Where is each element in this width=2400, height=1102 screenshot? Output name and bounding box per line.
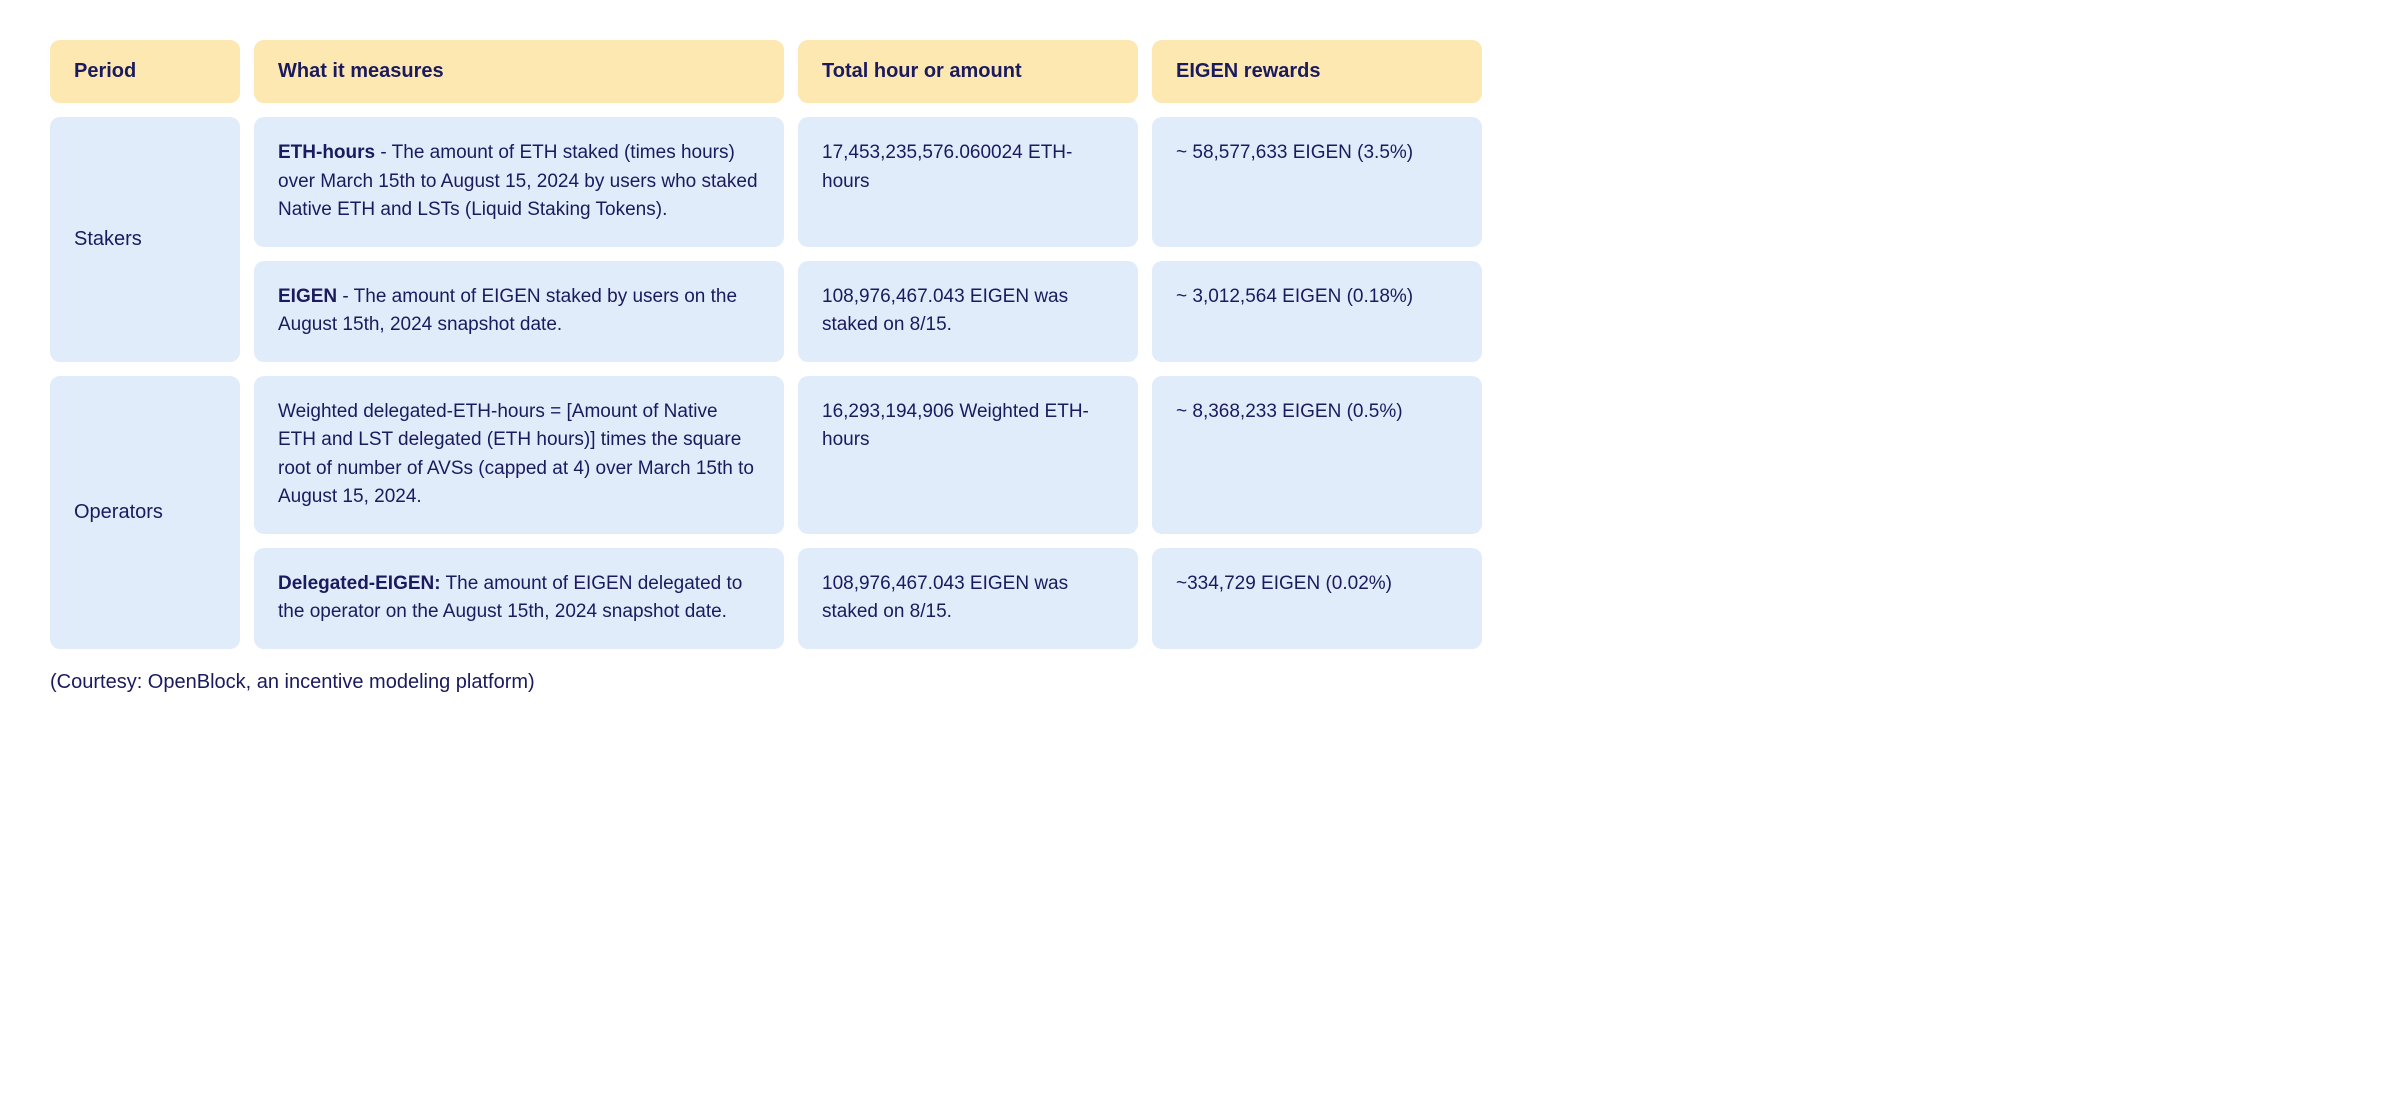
col-header-total: Total hour or amount — [798, 40, 1138, 103]
cell-operators-weighted-measure: Weighted delegated-ETH-hours = [Amount o… — [254, 376, 784, 534]
cell-text: - The amount of EIGEN staked by users on… — [278, 286, 737, 336]
table-caption: (Courtesy: OpenBlock, an incentive model… — [50, 671, 2350, 694]
cell-operators-weighted-rewards: ~ 8,368,233 EIGEN (0.5%) — [1152, 376, 1482, 534]
cell-stakers-eigen-rewards: ~ 3,012,564 EIGEN (0.18%) — [1152, 261, 1482, 362]
col-header-period: Period — [50, 40, 240, 103]
period-stakers: Stakers — [50, 117, 240, 362]
rewards-table: Period What it measures Total hour or am… — [50, 40, 2350, 649]
cell-stakers-eigen-measure: EIGEN - The amount of EIGEN staked by us… — [254, 261, 784, 362]
cell-operators-delegated-measure: Delegated-EIGEN: The amount of EIGEN del… — [254, 548, 784, 649]
cell-operators-weighted-total: 16,293,194,906 Weighted ETH-hours — [798, 376, 1138, 534]
col-header-measures: What it measures — [254, 40, 784, 103]
cell-operators-delegated-rewards: ~334,729 EIGEN (0.02%) — [1152, 548, 1482, 649]
cell-stakers-eigen-total: 108,976,467.043 EIGEN was staked on 8/15… — [798, 261, 1138, 362]
cell-text: Weighted delegated-ETH-hours = [Amount o… — [278, 401, 754, 508]
cell-bold-label: ETH-hours — [278, 142, 375, 163]
cell-operators-delegated-total: 108,976,467.043 EIGEN was staked on 8/15… — [798, 548, 1138, 649]
col-header-rewards: EIGEN rewards — [1152, 40, 1482, 103]
cell-bold-label: EIGEN — [278, 286, 337, 307]
cell-bold-label: Delegated-EIGEN: — [278, 573, 441, 594]
period-operators: Operators — [50, 376, 240, 649]
cell-stakers-eth-measure: ETH-hours - The amount of ETH staked (ti… — [254, 117, 784, 247]
cell-stakers-eth-total: 17,453,235,576.060024 ETH-hours — [798, 117, 1138, 247]
cell-stakers-eth-rewards: ~ 58,577,633 EIGEN (3.5%) — [1152, 117, 1482, 247]
